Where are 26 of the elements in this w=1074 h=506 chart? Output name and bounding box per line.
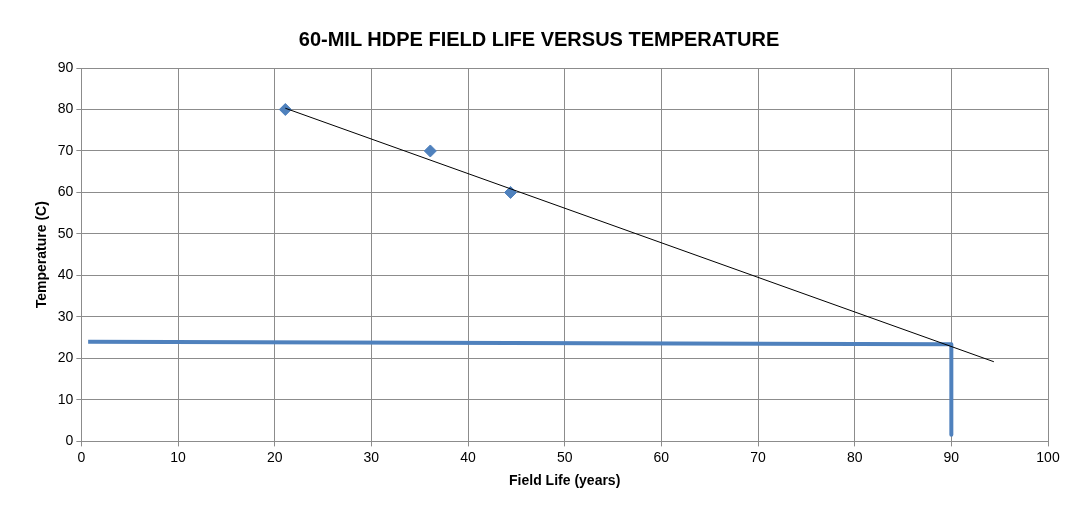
y-tick-label: 40 [57,266,74,283]
y-tick-label: 70 [57,141,74,158]
point [278,102,292,116]
x-tick-label: 50 [556,448,573,465]
x-tick-label: 60 [653,448,670,465]
y-tick-label: 0 [65,432,74,449]
x-tick-label: 90 [943,448,960,465]
x-tick-label: 70 [750,448,767,465]
y-tick-label: 50 [57,224,74,241]
point [423,144,437,158]
x-tick-label: 0 [77,448,86,465]
y-tick-label: 10 [57,390,74,407]
x-tick-label: 80 [846,448,863,465]
y-axis-title: Temperature (C) [33,201,50,309]
x-tick-label: 20 [266,448,283,465]
x-tick-label: 40 [460,448,477,465]
x-axis-title: Field Life (years) [509,472,621,489]
y-tick-label: 60 [57,183,74,200]
y-tick-label: 20 [57,349,74,366]
y-tick-label: 30 [57,307,74,324]
x-tick-label: 30 [363,448,380,465]
x-tick-label: 10 [170,448,187,465]
y-tick-label: 90 [57,58,74,75]
x-tick-label: 100 [1036,448,1060,465]
y-tick-label: 80 [57,100,74,117]
chart-title: 60-MIL HDPE FIELD LIFE VERSUS TEMPERATURE [298,27,780,50]
